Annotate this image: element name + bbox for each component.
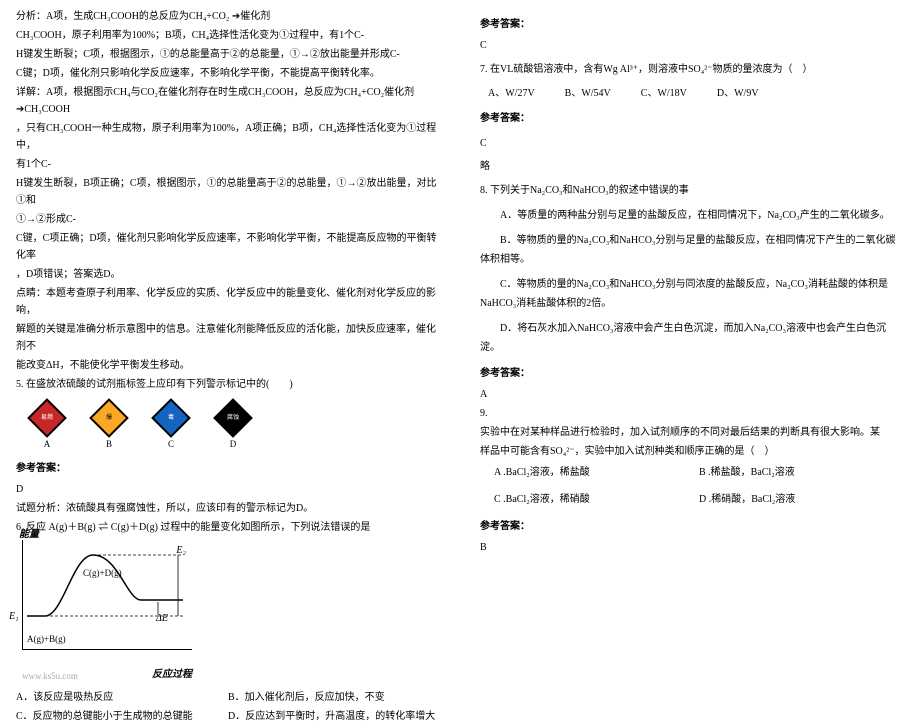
hazard-c: 毒 C xyxy=(150,401,192,452)
hazard-label-b: B xyxy=(106,437,112,452)
chart-e1-label: E₁ xyxy=(9,608,19,625)
opt-9b: B .稀盐酸，BaCl₂溶液 xyxy=(699,464,904,481)
para-8: ①→②形成C- xyxy=(16,211,440,228)
question-5: 5. 在盛放浓硫酸的试剂瓶标签上应印有下列警示标记中的( ) xyxy=(16,376,440,393)
opt-6a: A．该反应是吸热反应 xyxy=(16,689,228,706)
answer-label-8: 参考答案： xyxy=(480,365,904,382)
answer-label-5: 参考答案： xyxy=(16,460,440,477)
chart-xlabel: 反应过程 xyxy=(12,666,192,683)
opt-7b: B、W/54V xyxy=(565,85,611,102)
options-6: A．该反应是吸热反应 B．加入催化剂后，反应加快，不变 C．反应物的总键能小于生… xyxy=(16,689,440,727)
opt-6d: D．反应达到平衡时，升高温度，的转化率增大 xyxy=(228,708,440,725)
question-9b: 样品中可能含有SO₄²⁻，实验中加入试剂种类和顺序正确的是（ ） xyxy=(480,443,904,460)
question-8: 8. 下列关于Na₂CO₃和NaHCO₃的叙述中错误的事 xyxy=(480,181,904,200)
energy-chart: 能量 E₁ E₂ C(g)+D(g) ΔE A(g)+B(g) 反应过程 xyxy=(22,540,202,667)
chart-axes: 能量 E₁ E₂ C(g)+D(g) ΔE A(g)+B(g) xyxy=(22,540,192,650)
right-column: 参考答案： C 7. 在VL硫酸铝溶液中，含有Wg Al³⁺，则溶液中SO₄²⁻… xyxy=(460,0,920,651)
opt-9d: D .稀硝酸，BaCl₂溶液 xyxy=(699,491,904,508)
para-4: 详解：A项，根据图示CH₄与CO₂在催化剂存在时生成CH₃COOH，总反应为CH… xyxy=(16,84,440,118)
hazard-icon-toxic: 毒 xyxy=(154,401,188,435)
abbrev: 略 xyxy=(480,158,904,175)
opt-8d: D．将石灰水加入NaHCO₃溶液中会产生白色沉淀，而加入Na₂CO₃溶液中也会产… xyxy=(480,319,904,357)
question-9-num: 9. xyxy=(480,405,904,422)
opt-7c: C、W/18V xyxy=(641,85,687,102)
para-1: CH₃COOH，原子利用率为100%；B项，CH₄选择性活化变为①过程中，有1个… xyxy=(16,27,440,44)
question-9a: 实验中在对某种样品进行检验时，加入试剂顺序的不同对最后结果的判断具有很大影响。某 xyxy=(480,424,904,441)
para-7: H键发生断裂，B项正确；C项，根据图示，①的总能量高于②的总能量，①→②放出能量… xyxy=(16,175,440,209)
para-11: 点睛：本题考查原子利用率、化学反应的实质、化学反应中的能量变化、催化剂对化学反应… xyxy=(16,285,440,319)
answer-9: B xyxy=(480,539,904,556)
hazard-label-d: D xyxy=(230,437,237,452)
answer-7: C xyxy=(480,135,904,152)
para-10: ，D项错误；答案选D。 xyxy=(16,266,440,283)
para-12: 解题的关键是准确分析示意图中的信息。注意催化剂能降低反应的活化能，加快反应速率，… xyxy=(16,321,440,355)
opt-6b: B．加入催化剂后，反应加快，不变 xyxy=(228,689,440,706)
opt-9c: C .BaCl₂溶液，稀硝酸 xyxy=(494,491,699,508)
left-column: 分析：A项，生成CH₃COOH的总反应为CH₄+CO₂ ➔催化剂 CH₃COOH… xyxy=(0,0,460,651)
hazard-a: 易燃 A xyxy=(26,401,68,452)
chart-svg xyxy=(23,540,193,650)
hazard-b: 爆 B xyxy=(88,401,130,452)
page-root: 分析：A项，生成CH₃COOH的总反应为CH₄+CO₂ ➔催化剂 CH₃COOH… xyxy=(0,0,920,651)
options-9: A .BaCl₂溶液，稀盐酸 B .稀盐酸，BaCl₂溶液 C .BaCl₂溶液… xyxy=(480,464,904,510)
question-6: 6. 反应 A(g)＋B(g) ⇌ C(g)＋D(g) 过程中的能量变化如图所示… xyxy=(16,519,440,536)
para-13: 能改变ΔH，不能使化学平衡发生移动。 xyxy=(16,357,440,374)
para-6: 有1个C- xyxy=(16,156,440,173)
para-3: C键；D项，催化剂只影响化学反应速率，不影响化学平衡，不能提高平衡转化率。 xyxy=(16,65,440,82)
opt-9a: A .BaCl₂溶液，稀盐酸 xyxy=(494,464,699,481)
question-7: 7. 在VL硫酸铝溶液中，含有Wg Al³⁺，则溶液中SO₄²⁻物质的量浓度为（… xyxy=(480,60,904,79)
hazard-icon-corrosive: 腐蚀 xyxy=(216,401,250,435)
answer-label-6: 参考答案： xyxy=(480,16,904,33)
hazard-label-c: C xyxy=(168,437,174,452)
analysis-line: 分析：A项，生成CH₃COOH的总反应为CH₄+CO₂ ➔催化剂 xyxy=(16,8,440,25)
opt-6c: C．反应物的总键能小于生成物的总键能 xyxy=(16,708,228,725)
opt-7a: A、W/27V xyxy=(488,85,535,102)
hazard-d: 腐蚀 D xyxy=(212,401,254,452)
para-2: H键发生断裂；C项，根据图示，①的总能量高于②的总能量，①→②放出能量并形成C- xyxy=(16,46,440,63)
hazard-symbols-row: 易燃 A 爆 B 毒 C 腐蚀 D xyxy=(26,401,440,452)
curve-path xyxy=(27,555,183,616)
answer-label-7: 参考答案： xyxy=(480,110,904,127)
opt-8c: C．等物质的量的Na₂CO₃和NaHCO₃分别与同浓度的盐酸反应，Na₂CO₃消… xyxy=(480,275,904,313)
answer-8: A xyxy=(480,386,904,403)
hazard-label-a: A xyxy=(44,437,51,452)
para-5: ，只有CH₃COOH一种生成物，原子利用率为100%，A项正确；B项，CH₄选择… xyxy=(16,120,440,154)
answer-5: D xyxy=(16,481,440,498)
hazard-icon-flammable: 易燃 xyxy=(30,401,64,435)
opt-8b: B．等物质的量的Na₂CO₃和NaHCO₃分别与足量的盐酸反应，在相同情况下产生… xyxy=(480,231,904,269)
answer-label-9: 参考答案： xyxy=(480,518,904,535)
options-7: A、W/27V B、W/54V C、W/18V D、W/9V xyxy=(480,85,904,102)
answer-6: C xyxy=(480,37,904,54)
hazard-icon-explosive: 爆 xyxy=(92,401,126,435)
opt-7d: D、W/9V xyxy=(717,85,759,102)
opt-8a: A．等质量的两种盐分别与足量的盐酸反应，在相同情况下，Na₂CO₃产生的二氧化碳… xyxy=(480,206,904,225)
explanation-5: 试题分析：浓硫酸具有强腐蚀性，所以，应该印有的警示标记为D。 xyxy=(16,500,440,517)
para-9: C键，C项正确；D项，催化剂只影响化学反应速率，不影响化学平衡，不能提高反应物的… xyxy=(16,230,440,264)
